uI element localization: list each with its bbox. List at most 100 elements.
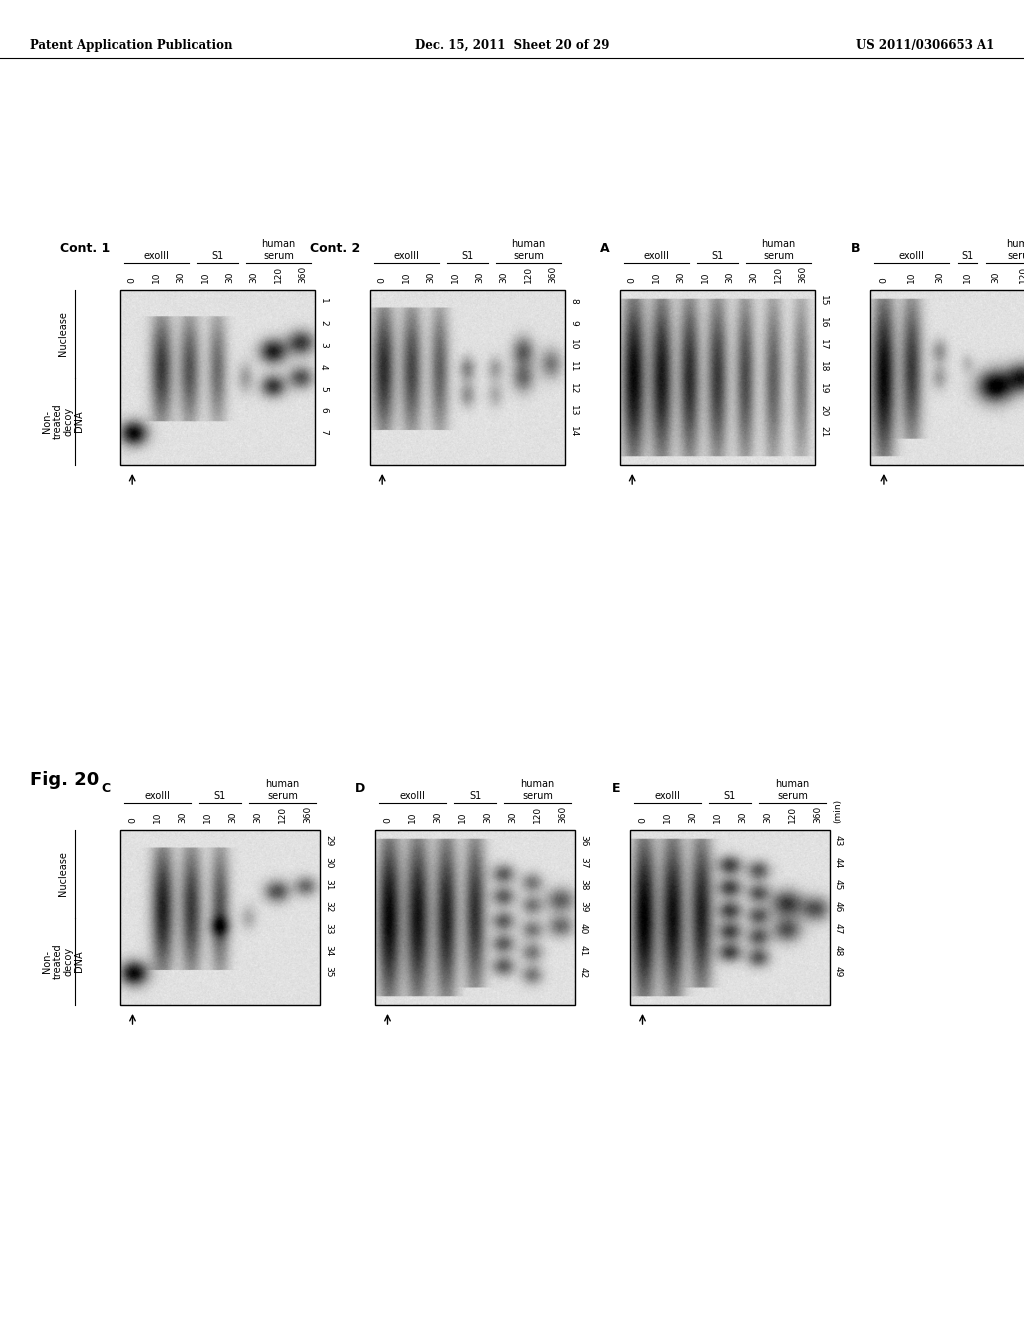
Text: 30: 30: [935, 272, 944, 282]
Text: 120: 120: [534, 807, 542, 822]
Text: 35: 35: [324, 966, 333, 978]
Text: 30: 30: [991, 272, 999, 282]
Text: exoIII: exoIII: [393, 251, 420, 261]
Text: 19: 19: [819, 383, 828, 395]
Text: 39: 39: [579, 900, 588, 912]
Bar: [620, 290, 815, 465]
Bar: [120, 830, 319, 1005]
Text: 120: 120: [788, 807, 797, 822]
Text: 0: 0: [128, 817, 137, 822]
Text: E: E: [611, 783, 620, 796]
Text: 120: 120: [524, 265, 532, 282]
Text: 37: 37: [579, 857, 588, 869]
Text: 11: 11: [569, 360, 578, 372]
Text: 31: 31: [324, 879, 333, 891]
Text: 29: 29: [324, 836, 333, 846]
Text: 30: 30: [253, 812, 262, 822]
Text: exoIII: exoIII: [644, 251, 670, 261]
Text: A: A: [600, 243, 610, 256]
Text: 30: 30: [738, 812, 746, 822]
Text: human
serum: human serum: [761, 239, 796, 261]
Text: exoIII: exoIII: [144, 791, 170, 801]
Text: 30: 30: [483, 812, 492, 822]
Text: Nuclease: Nuclease: [58, 312, 68, 356]
Text: 13: 13: [569, 404, 578, 416]
Text: 45: 45: [834, 879, 843, 891]
Text: 360: 360: [303, 805, 312, 822]
Text: 8: 8: [569, 298, 578, 304]
Text: 2: 2: [319, 319, 328, 326]
Text: Fig. 20: Fig. 20: [30, 771, 99, 789]
Text: 0: 0: [638, 817, 647, 822]
Text: 0: 0: [383, 817, 392, 822]
Text: B: B: [851, 243, 860, 256]
Text: S1: S1: [469, 791, 481, 801]
Text: 18: 18: [819, 360, 828, 372]
Text: 10: 10: [700, 272, 710, 282]
Text: 30: 30: [426, 272, 435, 282]
Text: 47: 47: [834, 923, 843, 935]
Text: S1: S1: [462, 251, 474, 261]
Text: 30: 30: [725, 272, 734, 282]
Text: Nuclease: Nuclease: [58, 851, 68, 896]
Text: 15: 15: [819, 296, 828, 306]
Text: 360: 360: [548, 265, 557, 282]
Text: US 2011/0306653 A1: US 2011/0306653 A1: [856, 38, 994, 51]
Text: exoIII: exoIII: [899, 251, 925, 261]
Text: 120: 120: [1019, 265, 1024, 282]
Text: exoIII: exoIII: [143, 251, 170, 261]
Text: 1: 1: [319, 298, 328, 304]
Text: Non-
treated
decoy
DNA: Non- treated decoy DNA: [42, 404, 84, 440]
Text: 41: 41: [579, 945, 588, 956]
Text: 6: 6: [319, 408, 328, 413]
Text: 48: 48: [834, 945, 843, 956]
Text: 30: 30: [176, 272, 185, 282]
Text: Non-
treated
decoy
DNA: Non- treated decoy DNA: [42, 944, 84, 979]
Text: exoIII: exoIII: [654, 791, 680, 801]
Text: 44: 44: [834, 857, 843, 869]
Text: 0: 0: [378, 277, 387, 282]
Text: 10: 10: [663, 812, 672, 822]
Text: 10: 10: [408, 812, 417, 822]
Text: 21: 21: [819, 426, 828, 438]
Text: 30: 30: [677, 272, 685, 282]
Text: 38: 38: [579, 879, 588, 891]
Text: 10: 10: [458, 812, 467, 822]
Text: 10: 10: [963, 272, 972, 282]
Text: human
serum: human serum: [261, 239, 296, 261]
Text: 32: 32: [324, 900, 333, 912]
Text: human
serum: human serum: [265, 779, 300, 801]
Text: human
serum: human serum: [511, 239, 546, 261]
Text: 10: 10: [451, 272, 460, 282]
Text: 120: 120: [774, 265, 783, 282]
Text: S1: S1: [712, 251, 724, 261]
Text: S1: S1: [214, 791, 226, 801]
Text: S1: S1: [211, 251, 223, 261]
Text: 10: 10: [569, 339, 578, 350]
Text: C: C: [101, 783, 110, 796]
Text: 46: 46: [834, 900, 843, 912]
Text: 33: 33: [324, 923, 333, 935]
Text: 3: 3: [319, 342, 328, 347]
Text: 9: 9: [569, 319, 578, 326]
Text: 0: 0: [880, 277, 889, 282]
Text: 12: 12: [569, 383, 578, 395]
Text: Cont. 1: Cont. 1: [59, 243, 110, 256]
Text: 14: 14: [569, 426, 578, 438]
Text: 30: 30: [688, 812, 697, 822]
Text: 30: 30: [324, 857, 333, 869]
Text: 7: 7: [319, 429, 328, 436]
Text: 360: 360: [799, 265, 807, 282]
Text: 30: 30: [750, 272, 759, 282]
Text: Dec. 15, 2011  Sheet 20 of 29: Dec. 15, 2011 Sheet 20 of 29: [415, 38, 609, 51]
Text: S1: S1: [962, 251, 974, 261]
Text: Patent Application Publication: Patent Application Publication: [30, 38, 232, 51]
Text: 20: 20: [819, 405, 828, 416]
Text: 30: 30: [250, 272, 259, 282]
Text: 30: 30: [433, 812, 442, 822]
Text: 42: 42: [579, 966, 588, 978]
Text: 36: 36: [579, 836, 588, 846]
Text: exoIII: exoIII: [399, 791, 425, 801]
Text: D: D: [354, 783, 365, 796]
Text: 120: 120: [278, 807, 287, 822]
